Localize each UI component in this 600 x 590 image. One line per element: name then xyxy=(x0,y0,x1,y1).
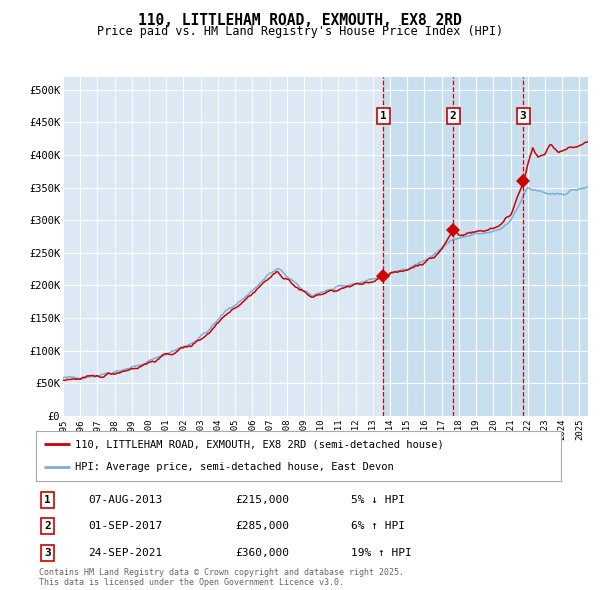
Text: £285,000: £285,000 xyxy=(235,521,290,531)
Bar xyxy=(383,77,588,416)
Text: 01-SEP-2017: 01-SEP-2017 xyxy=(89,521,163,531)
Text: 2: 2 xyxy=(44,521,51,531)
Text: 2: 2 xyxy=(450,111,457,121)
Text: 6% ↑ HPI: 6% ↑ HPI xyxy=(351,521,405,531)
Text: 110, LITTLEHAM ROAD, EXMOUTH, EX8 2RD (semi-detached house): 110, LITTLEHAM ROAD, EXMOUTH, EX8 2RD (s… xyxy=(76,439,444,449)
Text: 1: 1 xyxy=(44,495,51,504)
Text: 5% ↓ HPI: 5% ↓ HPI xyxy=(351,495,405,504)
Text: 110, LITTLEHAM ROAD, EXMOUTH, EX8 2RD: 110, LITTLEHAM ROAD, EXMOUTH, EX8 2RD xyxy=(138,13,462,28)
Text: 3: 3 xyxy=(44,548,51,558)
Text: Price paid vs. HM Land Registry's House Price Index (HPI): Price paid vs. HM Land Registry's House … xyxy=(97,25,503,38)
Text: 19% ↑ HPI: 19% ↑ HPI xyxy=(351,548,412,558)
Text: 1: 1 xyxy=(380,111,386,121)
Text: HPI: Average price, semi-detached house, East Devon: HPI: Average price, semi-detached house,… xyxy=(76,463,394,473)
Text: £215,000: £215,000 xyxy=(235,495,290,504)
Text: 07-AUG-2013: 07-AUG-2013 xyxy=(89,495,163,504)
Text: Contains HM Land Registry data © Crown copyright and database right 2025.
This d: Contains HM Land Registry data © Crown c… xyxy=(39,568,404,587)
Text: 3: 3 xyxy=(520,111,526,121)
Text: £360,000: £360,000 xyxy=(235,548,290,558)
Text: 24-SEP-2021: 24-SEP-2021 xyxy=(89,548,163,558)
